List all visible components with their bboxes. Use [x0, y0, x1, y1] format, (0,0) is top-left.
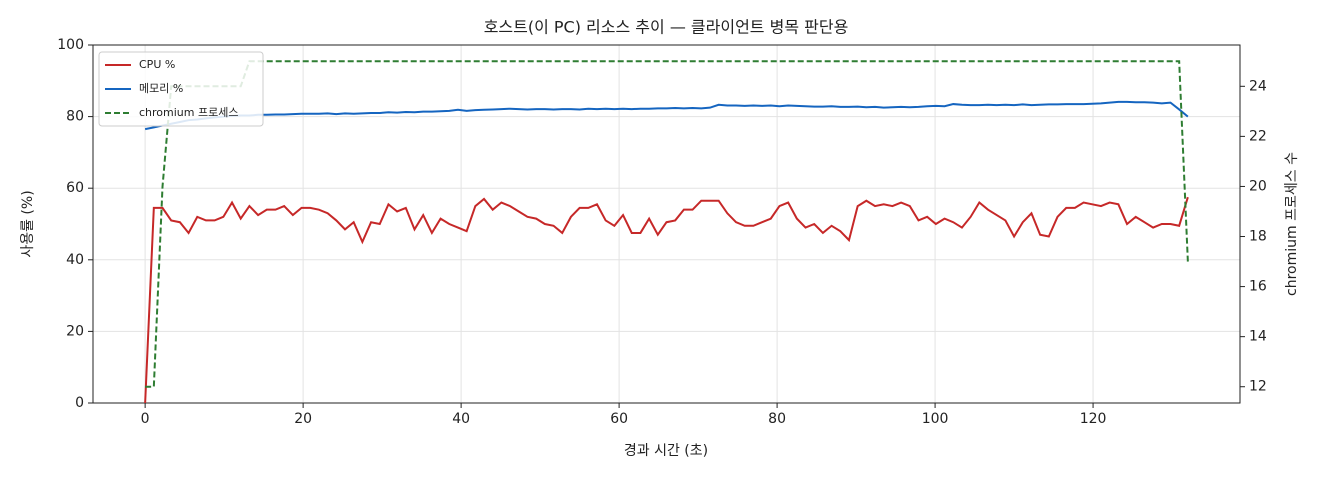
series-line	[144, 100, 1189, 131]
y-tick-label: 100	[57, 37, 84, 53]
legend-label: 메모리 %	[139, 82, 183, 95]
series-line	[145, 60, 1189, 388]
x-tick-label: 40	[452, 411, 470, 427]
y-tick-label: 20	[66, 323, 84, 339]
y2-tick-label: 18	[1249, 229, 1267, 245]
y2-tick-label: 20	[1249, 178, 1267, 194]
y-tick-label: 0	[75, 395, 84, 411]
x-tick-label: 0	[141, 411, 150, 427]
legend-label: chromium 프로세스	[139, 106, 238, 119]
y2-tick-label: 14	[1249, 329, 1267, 345]
plot-frame	[92, 44, 1241, 404]
x-axis-label: 경과 시간 (초)	[624, 443, 708, 459]
chart-title: 호스트(이 PC) 리소스 추이 — 클라이언트 병목 판단용	[484, 18, 849, 37]
x-tick-label: 60	[610, 411, 628, 427]
y2-tick-label: 12	[1249, 379, 1267, 395]
y2-tick-label: 16	[1249, 279, 1267, 295]
legend-label: CPU %	[139, 58, 175, 71]
x-tick-label: 100	[922, 411, 949, 427]
series-line	[144, 196, 1189, 404]
y-tick-label: 80	[66, 109, 84, 125]
y2-tick-label: 24	[1249, 78, 1267, 94]
y2-tick-label: 22	[1249, 128, 1267, 144]
y-tick-label: 60	[66, 180, 84, 196]
y-axis-label: 사용률 (%)	[20, 190, 36, 257]
x-tick-label: 20	[294, 411, 312, 427]
legend-box	[98, 51, 264, 127]
x-tick-label: 80	[768, 411, 786, 427]
y-tick-label: 40	[66, 252, 84, 268]
x-tick-label: 120	[1080, 411, 1107, 427]
y2-axis-label: chromium 프로세스 수	[1284, 152, 1300, 296]
